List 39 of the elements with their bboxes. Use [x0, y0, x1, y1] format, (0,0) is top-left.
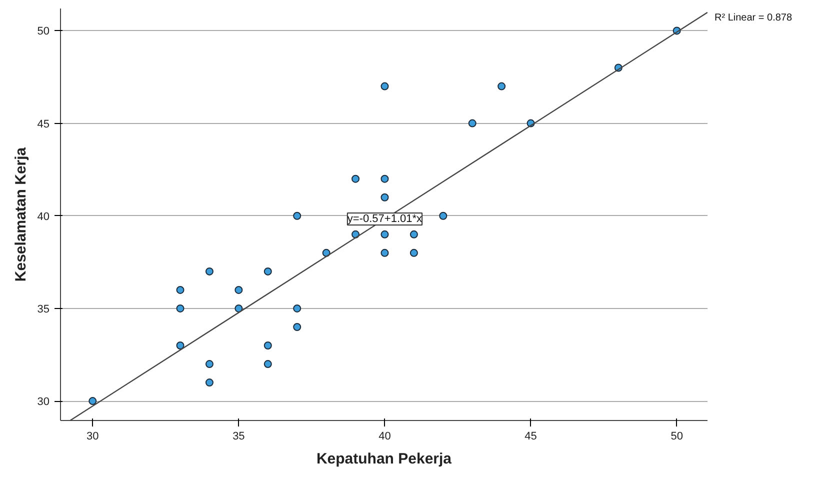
point [176, 304, 184, 312]
point [380, 174, 389, 183]
y-tick-label: 40 [37, 210, 50, 223]
y-tick-label: 45 [37, 118, 50, 130]
point [468, 119, 476, 128]
point [380, 230, 389, 238]
y-axis-title: Keselamatan Kerja [12, 146, 30, 282]
point [205, 378, 214, 387]
point [380, 248, 389, 257]
x-tick-label: 50 [670, 430, 683, 442]
point [205, 360, 214, 368]
point [439, 212, 448, 220]
point [293, 322, 302, 331]
point [410, 248, 418, 257]
y-tick-label: 35 [37, 303, 50, 316]
y-tick-label: 30 [37, 396, 50, 408]
point [234, 286, 243, 294]
point [498, 82, 506, 90]
text: R² Linear = 0.878 [714, 12, 792, 24]
point [88, 397, 97, 406]
point [264, 342, 272, 350]
x-tick-label: 30 [86, 430, 99, 442]
point [264, 360, 272, 368]
point [234, 304, 243, 312]
x-axis-title: Kepatuhan Pekerja [316, 450, 452, 468]
x-tick-label: 35 [232, 430, 245, 442]
point [264, 267, 272, 276]
point [293, 304, 302, 312]
x-tick-label: 40 [378, 430, 391, 442]
point [176, 342, 184, 350]
point [176, 286, 184, 294]
point [352, 174, 360, 183]
point [380, 193, 389, 202]
point [410, 230, 418, 238]
y-tick-label: 50 [37, 26, 50, 38]
point [205, 267, 214, 276]
point [380, 82, 389, 90]
x-tick-label: 45 [524, 430, 537, 442]
point [293, 212, 302, 220]
